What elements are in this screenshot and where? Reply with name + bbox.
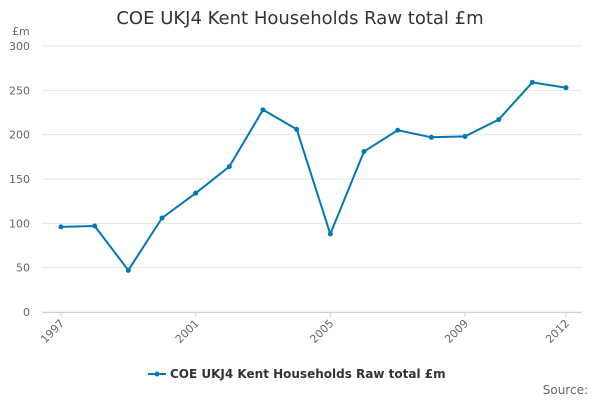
data-point[interactable]: [193, 190, 199, 196]
data-point[interactable]: [395, 127, 401, 133]
legend[interactable]: COE UKJ4 Kent Households Raw total £m: [148, 367, 446, 381]
data-point[interactable]: [92, 223, 98, 229]
data-point[interactable]: [361, 149, 367, 155]
data-point[interactable]: [496, 117, 502, 123]
data-point[interactable]: [563, 85, 569, 91]
gridlines: [42, 45, 582, 313]
y-tick-label: 100: [9, 217, 30, 230]
data-point[interactable]: [58, 224, 64, 230]
x-tick-label: 2001: [173, 317, 202, 346]
y-tick-label: 300: [9, 40, 30, 53]
y-tick-label: 50: [16, 262, 30, 275]
y-tick-label: 200: [9, 129, 30, 142]
y-axis-unit-label: £m: [12, 25, 30, 38]
y-tick-label: 0: [23, 306, 30, 319]
data-point[interactable]: [294, 126, 300, 132]
data-point[interactable]: [529, 79, 535, 85]
data-point[interactable]: [260, 107, 266, 113]
legend-marker-icon: [154, 371, 160, 377]
x-tick-label: 2005: [307, 317, 336, 346]
source-label: Source:: [543, 383, 588, 397]
y-tick-label: 150: [9, 173, 30, 186]
data-point[interactable]: [462, 133, 468, 139]
y-tick-label: 250: [9, 84, 30, 97]
data-point[interactable]: [159, 215, 165, 221]
data-point[interactable]: [226, 164, 232, 170]
data-point[interactable]: [327, 231, 333, 237]
data-point[interactable]: [428, 134, 434, 140]
x-tick-label: 1997: [38, 317, 67, 346]
series-lines: [60, 81, 567, 272]
x-tick-label: 2012: [543, 317, 572, 346]
chart-title: COE UKJ4 Kent Households Raw total £m: [116, 8, 483, 29]
x-axis-ticks: 1997 2001 2005 2009 2012: [38, 312, 572, 346]
legend-item-label: COE UKJ4 Kent Households Raw total £m: [170, 367, 446, 381]
data-point[interactable]: [125, 267, 131, 273]
series-points: [58, 79, 569, 273]
x-tick-label: 2009: [442, 317, 471, 346]
series-line: [60, 81, 567, 272]
y-axis-ticks: 0 50 100 150 200 250 300: [9, 40, 30, 319]
